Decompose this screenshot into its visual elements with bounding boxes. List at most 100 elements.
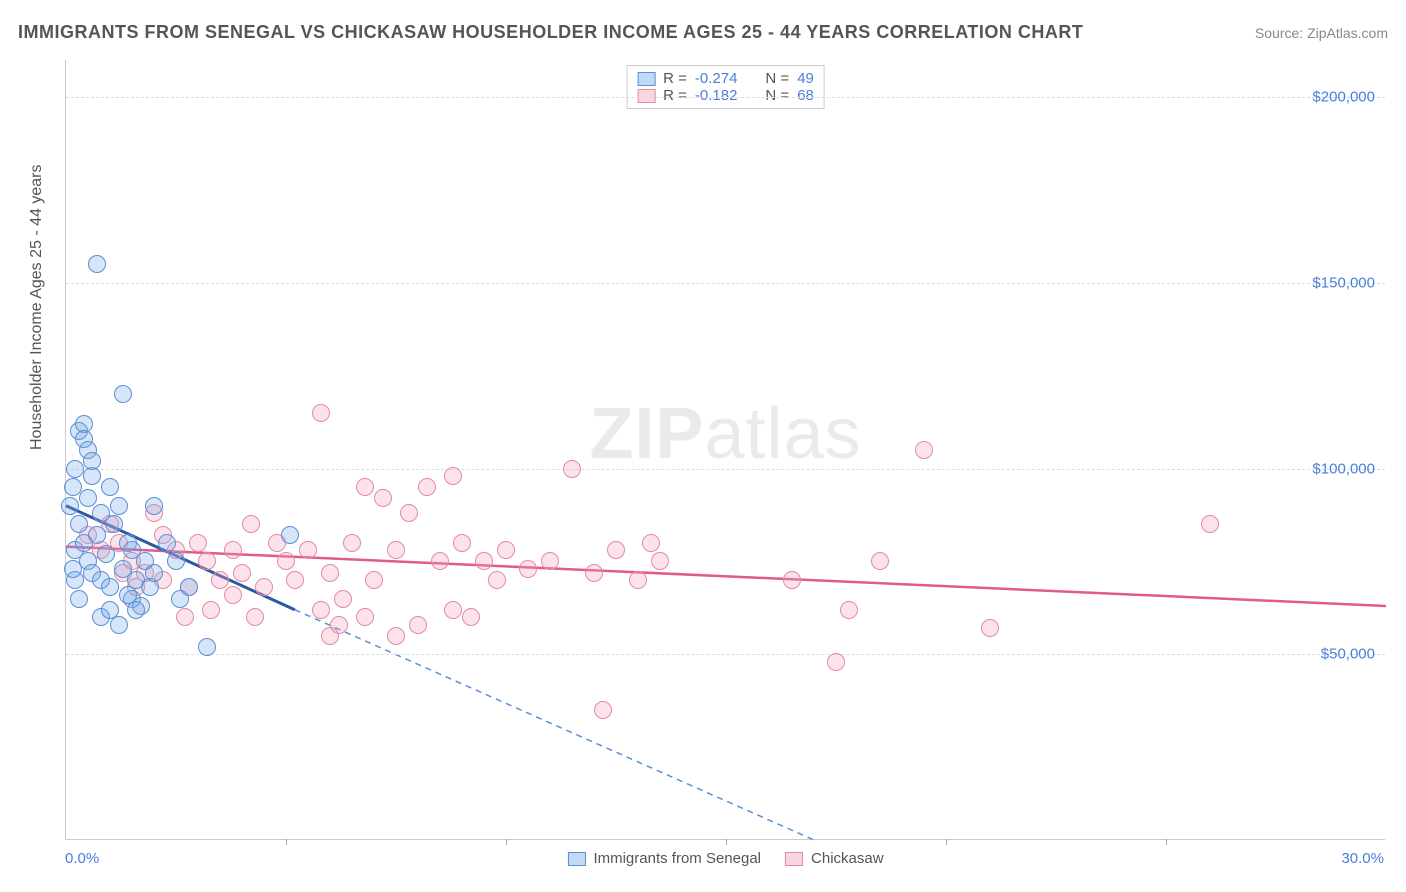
x-tick <box>726 839 727 845</box>
data-point <box>431 552 449 570</box>
data-point <box>224 541 242 559</box>
data-point <box>88 526 106 544</box>
trend-line <box>66 547 1386 606</box>
chart-title: IMMIGRANTS FROM SENEGAL VS CHICKASAW HOU… <box>18 22 1083 43</box>
data-point <box>915 441 933 459</box>
data-point <box>61 497 79 515</box>
data-point <box>198 552 216 570</box>
data-point <box>171 590 189 608</box>
series-legend: Immigrants from Senegal Chickasaw <box>567 850 883 867</box>
data-point <box>246 608 264 626</box>
data-point <box>167 552 185 570</box>
gridline <box>66 469 1385 470</box>
x-tick <box>946 839 947 845</box>
data-point <box>127 601 145 619</box>
data-point <box>497 541 515 559</box>
data-point <box>110 497 128 515</box>
legend-swatch <box>785 852 803 866</box>
data-point <box>444 601 462 619</box>
data-point <box>101 578 119 596</box>
data-point <box>277 552 295 570</box>
data-point <box>101 478 119 496</box>
data-point <box>541 552 559 570</box>
r-value: -0.274 <box>695 70 738 87</box>
data-point <box>321 564 339 582</box>
data-point <box>629 571 647 589</box>
data-point <box>66 460 84 478</box>
y-tick-label: $100,000 <box>1312 460 1375 477</box>
data-point <box>286 571 304 589</box>
data-point <box>1201 515 1219 533</box>
data-point <box>387 541 405 559</box>
data-point <box>594 701 612 719</box>
source-label: Source: ZipAtlas.com <box>1255 25 1388 41</box>
legend-label: Chickasaw <box>811 850 884 867</box>
data-point <box>79 489 97 507</box>
trend-line <box>295 610 814 840</box>
data-point <box>642 534 660 552</box>
data-point <box>242 515 260 533</box>
r-value: -0.182 <box>695 87 738 104</box>
data-point <box>114 385 132 403</box>
data-point <box>255 578 273 596</box>
data-point <box>418 478 436 496</box>
scatter-plot: ZIPatlas R =-0.274N =49R =-0.182N =68 Im… <box>65 60 1385 840</box>
data-point <box>475 552 493 570</box>
x-axis-max-label: 30.0% <box>1341 850 1384 867</box>
data-point <box>827 653 845 671</box>
watermark-bold: ZIP <box>589 394 704 474</box>
data-point <box>321 627 339 645</box>
legend-label: Immigrants from Senegal <box>593 850 761 867</box>
legend-swatch <box>637 72 655 86</box>
data-point <box>585 564 603 582</box>
data-point <box>607 541 625 559</box>
data-point <box>409 616 427 634</box>
legend-item: Chickasaw <box>785 850 884 867</box>
data-point <box>563 460 581 478</box>
watermark: ZIPatlas <box>589 393 861 475</box>
data-point <box>783 571 801 589</box>
n-label: N = <box>765 70 789 87</box>
x-tick <box>506 839 507 845</box>
data-point <box>356 608 374 626</box>
data-point <box>299 541 317 559</box>
x-axis-min-label: 0.0% <box>65 850 99 867</box>
data-point <box>343 534 361 552</box>
gridline <box>66 654 1385 655</box>
gridline <box>66 283 1385 284</box>
data-point <box>519 560 537 578</box>
legend-swatch <box>637 89 655 103</box>
data-point <box>70 515 88 533</box>
data-point <box>211 571 229 589</box>
r-label: R = <box>663 87 687 104</box>
legend-item: Immigrants from Senegal <box>567 850 761 867</box>
data-point <box>374 489 392 507</box>
n-value: 68 <box>797 87 814 104</box>
data-point <box>462 608 480 626</box>
x-tick <box>286 839 287 845</box>
legend-row: R =-0.182N =68 <box>637 87 814 104</box>
data-point <box>158 534 176 552</box>
data-point <box>651 552 669 570</box>
data-point <box>64 560 82 578</box>
data-point <box>334 590 352 608</box>
data-point <box>110 616 128 634</box>
data-point <box>224 586 242 604</box>
data-point <box>840 601 858 619</box>
data-point <box>97 545 115 563</box>
y-tick-label: $150,000 <box>1312 274 1375 291</box>
data-point <box>70 590 88 608</box>
y-tick-label: $50,000 <box>1321 646 1375 663</box>
r-label: R = <box>663 70 687 87</box>
data-point <box>312 404 330 422</box>
data-point <box>198 638 216 656</box>
data-point <box>145 564 163 582</box>
data-point <box>145 497 163 515</box>
data-point <box>488 571 506 589</box>
legend-swatch <box>567 852 585 866</box>
data-point <box>312 601 330 619</box>
data-point <box>981 619 999 637</box>
data-point <box>387 627 405 645</box>
data-point <box>444 467 462 485</box>
y-tick-label: $200,000 <box>1312 89 1375 106</box>
